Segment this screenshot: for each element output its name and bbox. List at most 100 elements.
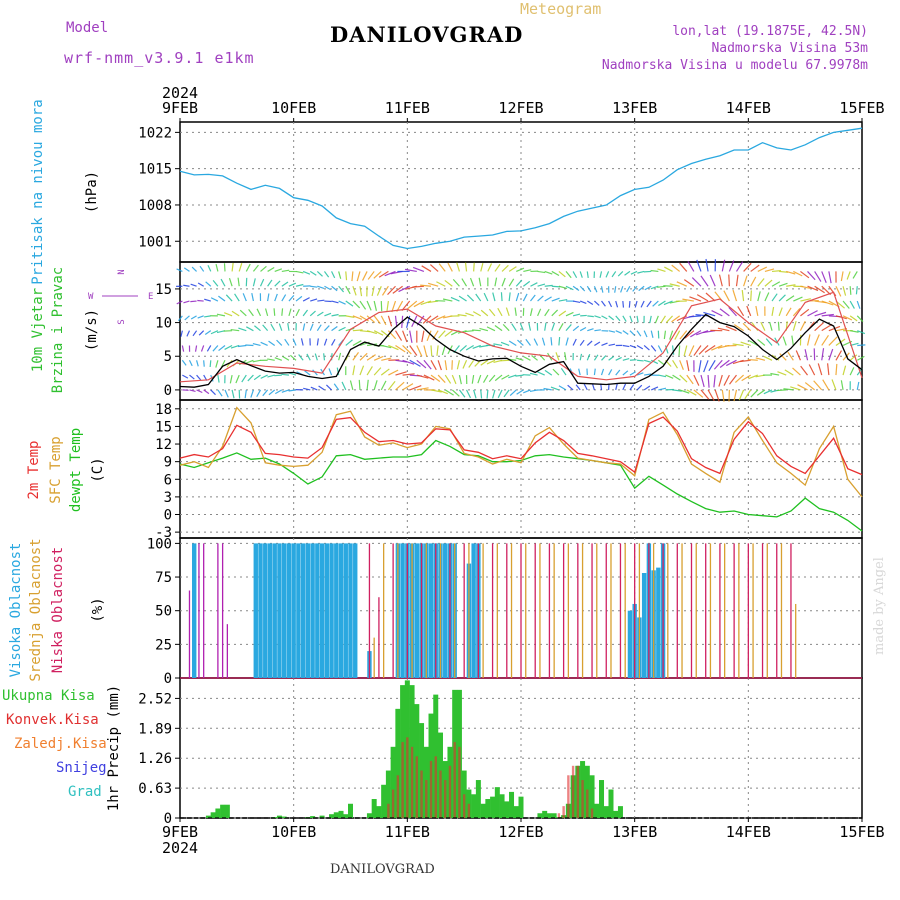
wind-barb xyxy=(366,366,373,376)
wind-barb xyxy=(323,271,330,278)
wind-barb xyxy=(615,356,622,361)
wind-barb xyxy=(288,389,297,392)
wind-barb xyxy=(197,282,204,287)
wind-barb xyxy=(373,300,378,311)
cloud-high-bar xyxy=(334,543,339,678)
wind-barb xyxy=(486,326,496,332)
y-tick-label: 0 xyxy=(164,508,172,524)
precip-total-bar xyxy=(210,812,216,818)
precip-legend-item: Ukupna Kisa xyxy=(2,688,95,704)
wind-barb xyxy=(215,360,219,368)
precip-conv-bar xyxy=(420,770,423,818)
wind-barb xyxy=(359,315,369,322)
wind-barb xyxy=(579,300,587,305)
temp-2m-label: 2m Temp xyxy=(26,440,42,499)
precip-conv-bar xyxy=(462,794,466,818)
wind-barb xyxy=(262,324,269,332)
wind-barb xyxy=(239,309,247,317)
precip-bars xyxy=(205,680,623,818)
wind-barb xyxy=(183,300,190,304)
wind-barb xyxy=(328,368,333,376)
wind-barb xyxy=(544,322,547,331)
wind-barb xyxy=(611,271,617,278)
wind-barb xyxy=(672,359,678,369)
cloud-high-bar xyxy=(263,543,268,678)
wind-barb xyxy=(537,371,545,376)
wind-barb xyxy=(729,374,737,385)
bottom-day-label: 14FEB xyxy=(726,823,771,841)
wind-barb xyxy=(197,299,204,302)
wind-barb xyxy=(777,321,780,331)
wind-barb xyxy=(821,313,834,317)
wind-barb xyxy=(429,315,439,323)
wind-barb xyxy=(764,279,773,287)
precip-conv-bar xyxy=(401,742,404,818)
wind-barb xyxy=(764,292,770,302)
wind-barb xyxy=(771,293,778,302)
wind-barb xyxy=(757,338,766,346)
wind-barb xyxy=(376,286,382,296)
wind-barb xyxy=(691,277,702,287)
wind-barb xyxy=(189,374,195,380)
wind-barb xyxy=(437,389,448,395)
wind-barb xyxy=(259,278,265,287)
wind-barb xyxy=(544,296,552,302)
wind-barb xyxy=(220,278,226,287)
wind-barb xyxy=(665,374,674,379)
wind-barb xyxy=(671,345,675,355)
wind-unit-label: (m/s) xyxy=(84,309,100,351)
wind-barb xyxy=(700,389,710,400)
wind-barb xyxy=(674,330,681,340)
wind-barb xyxy=(391,300,397,313)
top-day-label: 9FEB xyxy=(162,99,198,117)
wind-barb xyxy=(501,264,509,272)
wind-barb xyxy=(660,315,666,324)
wind-barb xyxy=(586,300,594,306)
y-tick-label: 10 xyxy=(155,316,172,332)
wind-barb xyxy=(488,308,496,317)
wind-barb xyxy=(643,359,652,363)
wind-barb xyxy=(531,355,538,361)
wind-barb xyxy=(341,381,347,391)
wind-barb xyxy=(756,389,766,396)
wind-barb xyxy=(686,374,694,385)
precip-conv-bar xyxy=(406,737,409,818)
wind-barb xyxy=(792,367,801,376)
wind-barb xyxy=(317,311,324,317)
wind-barb xyxy=(747,358,758,361)
wind-barb xyxy=(594,329,601,332)
wind-barb xyxy=(331,313,339,317)
wind-barb xyxy=(487,263,493,272)
elevation-label: Nadmorska Visina 53m xyxy=(711,41,868,56)
precip-total-bar xyxy=(224,804,230,818)
wind-barb xyxy=(704,344,716,353)
wind-barb xyxy=(421,265,432,272)
wind-barb xyxy=(183,267,190,272)
wind-barb xyxy=(629,330,636,336)
wind-barb xyxy=(725,325,737,332)
wind-barb xyxy=(721,259,726,272)
wind-barb xyxy=(209,360,212,368)
wind-barb xyxy=(262,389,269,397)
wind-barb xyxy=(835,363,838,376)
y-tick-label: 1008 xyxy=(138,198,172,214)
wind-barb xyxy=(224,344,233,350)
wind-barb xyxy=(373,367,382,376)
wind-barb xyxy=(622,315,627,322)
wind-barb xyxy=(295,270,304,274)
y-tick-label: 100 xyxy=(147,536,172,552)
wind-barb xyxy=(451,389,460,397)
wind-barb xyxy=(256,389,262,398)
wind-barb xyxy=(541,337,546,346)
wind-barb xyxy=(244,389,247,399)
wind-barb xyxy=(218,345,226,352)
cloud-high-bar xyxy=(400,543,405,678)
wind-barb xyxy=(268,340,276,346)
wind-barb xyxy=(250,389,254,398)
wind-barb xyxy=(398,285,410,293)
wind-barb xyxy=(644,373,652,376)
wind-barb xyxy=(684,330,695,339)
wind-barb xyxy=(359,300,367,310)
wind-barb xyxy=(381,357,392,361)
wind-barb xyxy=(849,354,858,361)
